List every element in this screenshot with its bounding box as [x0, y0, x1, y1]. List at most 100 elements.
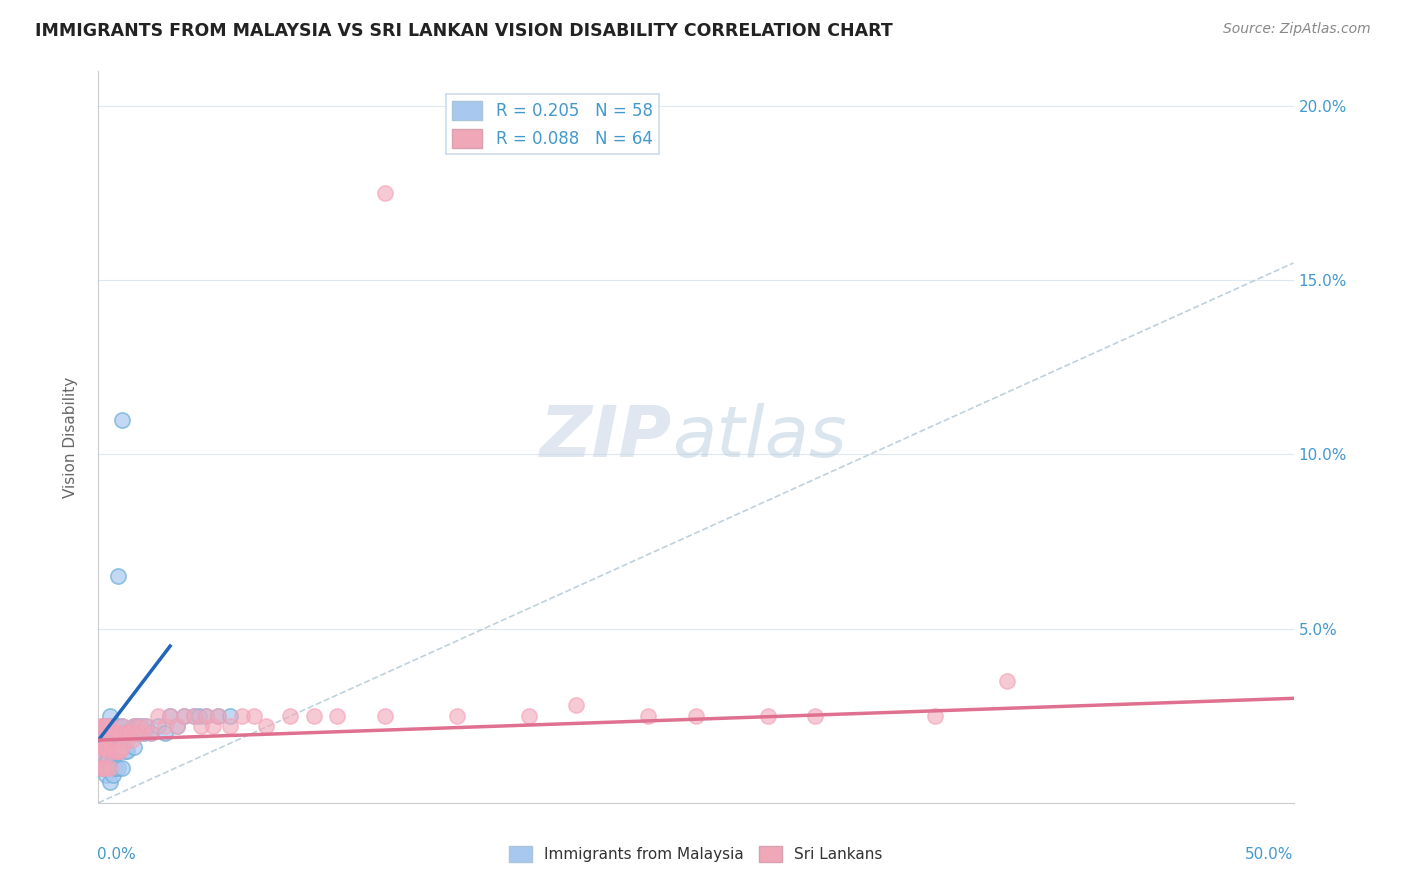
- Point: [125, 726, 148, 740]
- Point: [101, 719, 124, 733]
- Text: 50.0%: 50.0%: [1246, 847, 1294, 862]
- Point: [195, 708, 218, 723]
- Point: [94, 740, 117, 755]
- Point: [107, 761, 129, 775]
- Point: [139, 726, 162, 740]
- Point: [517, 708, 540, 723]
- Point: [166, 719, 188, 733]
- Point: [131, 726, 153, 740]
- Point: [111, 719, 134, 733]
- Point: [124, 740, 146, 755]
- Point: [107, 743, 129, 757]
- Point: [131, 719, 153, 733]
- Point: [195, 708, 218, 723]
- Point: [132, 726, 155, 740]
- Point: [90, 740, 112, 755]
- Point: [207, 708, 229, 723]
- Point: [243, 708, 266, 723]
- Point: [155, 719, 177, 733]
- Point: [187, 708, 209, 723]
- Point: [94, 737, 117, 751]
- Point: [173, 708, 195, 723]
- Point: [565, 698, 588, 713]
- Point: [108, 726, 131, 740]
- Point: [685, 708, 707, 723]
- Point: [326, 708, 349, 723]
- Point: [90, 750, 112, 764]
- Point: [98, 708, 122, 723]
- Point: [90, 733, 112, 747]
- Point: [302, 708, 325, 723]
- Point: [278, 708, 301, 723]
- Point: [148, 719, 170, 733]
- Point: [94, 754, 117, 768]
- Point: [756, 708, 779, 723]
- Point: [94, 768, 117, 782]
- Point: [125, 719, 148, 733]
- Point: [98, 743, 122, 757]
- Point: [374, 186, 396, 201]
- Point: [104, 743, 127, 757]
- Point: [104, 743, 127, 757]
- Point: [94, 719, 117, 733]
- Point: [97, 743, 120, 757]
- Point: [107, 726, 129, 740]
- Point: [91, 761, 114, 775]
- Text: IMMIGRANTS FROM MALAYSIA VS SRI LANKAN VISION DISABILITY CORRELATION CHART: IMMIGRANTS FROM MALAYSIA VS SRI LANKAN V…: [35, 22, 893, 40]
- Point: [183, 708, 205, 723]
- Point: [87, 733, 110, 747]
- Point: [98, 761, 122, 775]
- Point: [107, 740, 129, 755]
- Point: [148, 708, 170, 723]
- Point: [101, 754, 124, 768]
- Point: [91, 719, 114, 733]
- Point: [446, 708, 468, 723]
- Point: [108, 726, 131, 740]
- Point: [231, 708, 253, 723]
- Point: [87, 750, 110, 764]
- Point: [114, 726, 136, 740]
- Point: [97, 726, 120, 740]
- Point: [219, 708, 242, 723]
- Point: [121, 733, 143, 747]
- Point: [183, 708, 205, 723]
- Point: [159, 708, 181, 723]
- Y-axis label: Vision Disability: Vision Disability: [63, 376, 77, 498]
- Point: [104, 726, 127, 740]
- Point: [98, 775, 122, 789]
- Point: [108, 743, 131, 757]
- Point: [124, 719, 146, 733]
- Point: [111, 761, 134, 775]
- Point: [128, 719, 150, 733]
- Point: [115, 733, 138, 747]
- Point: [91, 719, 114, 733]
- Text: Source: ZipAtlas.com: Source: ZipAtlas.com: [1223, 22, 1371, 37]
- Point: [207, 708, 229, 723]
- Point: [111, 740, 134, 755]
- Point: [107, 569, 129, 583]
- Point: [90, 719, 112, 733]
- Point: [91, 761, 114, 775]
- Text: 0.0%: 0.0%: [97, 847, 136, 862]
- Point: [97, 754, 120, 768]
- Point: [104, 761, 127, 775]
- Point: [219, 719, 242, 733]
- Point: [98, 719, 122, 733]
- Point: [173, 708, 195, 723]
- Point: [139, 726, 162, 740]
- Point: [111, 719, 134, 733]
- Point: [924, 708, 946, 723]
- Point: [124, 719, 146, 733]
- Point: [111, 412, 134, 426]
- Point: [114, 726, 136, 740]
- Legend: Immigrants from Malaysia, Sri Lankans: Immigrants from Malaysia, Sri Lankans: [503, 840, 889, 868]
- Point: [98, 726, 122, 740]
- Point: [637, 708, 659, 723]
- Point: [104, 726, 127, 740]
- Point: [115, 743, 138, 757]
- Text: ZIP: ZIP: [540, 402, 672, 472]
- Point: [995, 673, 1018, 688]
- Point: [155, 726, 177, 740]
- Point: [94, 719, 117, 733]
- Point: [115, 726, 138, 740]
